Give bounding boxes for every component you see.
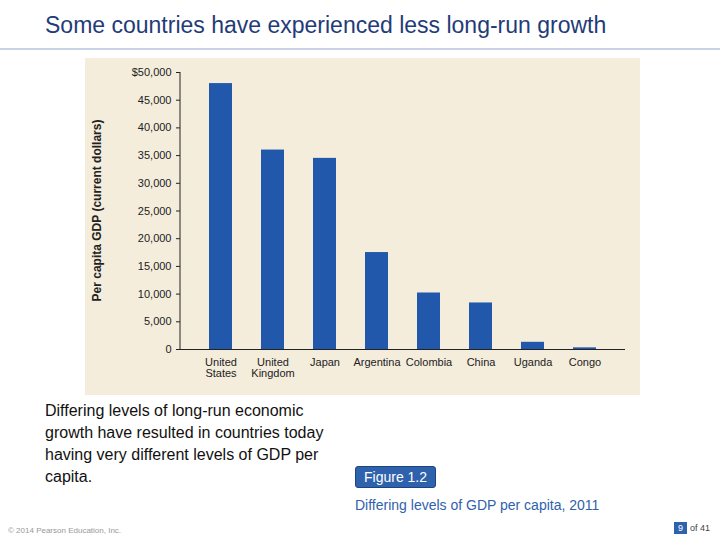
svg-text:40,000: 40,000: [138, 121, 172, 133]
svg-text:Congo: Congo: [569, 356, 601, 368]
svg-text:UnitedKingdom: UnitedKingdom: [251, 356, 294, 379]
svg-text:Japan: Japan: [310, 356, 340, 368]
html-text:of 41: of 41: [690, 523, 710, 533]
svg-text:0: 0: [165, 343, 171, 355]
html-text:© 2014 Pearson Education, Inc.: © 2014 Pearson Education, Inc.: [8, 526, 122, 535]
html-text:Differing levels of long-run e: Differing levels of long-run economic gr…: [45, 402, 324, 485]
html-text:Differing levels of GDP per ca: Differing levels of GDP per capita, 2011: [355, 497, 600, 513]
svg-text:30,000: 30,000: [138, 177, 172, 189]
svg-text:35,000: 35,000: [138, 149, 172, 161]
svg-text:Colombia: Colombia: [406, 356, 453, 368]
svg-text:China: China: [467, 356, 497, 368]
svg-text:25,000: 25,000: [138, 205, 172, 217]
svg-text:20,000: 20,000: [138, 232, 172, 244]
svg-text:5,000: 5,000: [144, 315, 172, 327]
svg-text:Uganda: Uganda: [514, 356, 553, 368]
html-text:9: 9: [678, 523, 683, 533]
svg-text:10,000: 10,000: [138, 288, 172, 300]
svg-text:Per capita GDP (current dollar: Per capita GDP (current dollars): [90, 120, 104, 302]
html-text:Some countries have experience: Some countries have experienced less lon…: [45, 12, 607, 38]
svg-text:Argentina: Argentina: [353, 356, 401, 368]
html-text:Figure 1.2: Figure 1.2: [364, 469, 427, 485]
svg-text:$50,000: $50,000: [132, 66, 172, 78]
svg-text:45,000: 45,000: [138, 94, 172, 106]
svg-text:UnitedStates: UnitedStates: [205, 356, 237, 379]
svg-text:15,000: 15,000: [138, 260, 172, 272]
